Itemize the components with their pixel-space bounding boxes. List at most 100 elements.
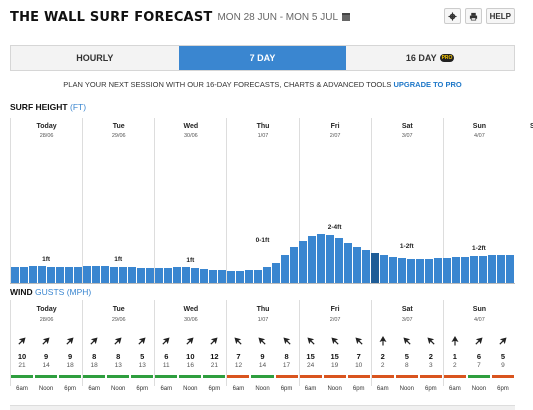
- wind-slot[interactable]: 10 21: [10, 300, 34, 386]
- surf-bar[interactable]: [479, 255, 488, 284]
- surf-bar[interactable]: [389, 256, 398, 284]
- surf-bar[interactable]: [46, 266, 55, 284]
- tab-7-day[interactable]: 7 DAY: [178, 46, 347, 70]
- surf-bar[interactable]: [407, 258, 416, 284]
- surf-bar[interactable]: [154, 268, 163, 284]
- surf-bar[interactable]: [344, 243, 353, 284]
- surf-bar[interactable]: [235, 270, 244, 284]
- surf-bar[interactable]: [434, 258, 443, 284]
- wind-slot[interactable]: 7 12: [226, 300, 250, 386]
- surf-day-column[interactable]: Fri 2/07: [298, 118, 371, 284]
- surf-bar[interactable]: [335, 238, 344, 284]
- wind-slot[interactable]: 7 10: [347, 300, 371, 386]
- day-name: Sat: [401, 123, 413, 130]
- wind-slot[interactable]: 6 11: [154, 300, 178, 386]
- surf-bar[interactable]: [308, 236, 317, 284]
- surf-bar[interactable]: [199, 268, 208, 284]
- surf-bar[interactable]: [91, 265, 100, 284]
- wind-slot[interactable]: 9 14: [250, 300, 274, 386]
- surf-bar[interactable]: [353, 247, 362, 284]
- upgrade-link[interactable]: UPGRADE TO PRO: [393, 80, 462, 89]
- surf-bar[interactable]: [272, 262, 281, 284]
- time-label: 6am: [232, 386, 245, 392]
- wind-rating-bar: [371, 375, 394, 378]
- tab-16-day[interactable]: 16 DAY PRO: [346, 46, 515, 70]
- surf-bar[interactable]: [362, 249, 371, 284]
- settings-button[interactable]: [443, 8, 461, 24]
- surf-bar[interactable]: [425, 258, 434, 284]
- surf-bar[interactable]: [497, 255, 506, 284]
- surf-bar[interactable]: [416, 258, 425, 284]
- wind-direction-arrow-icon: [114, 337, 122, 345]
- surf-bar[interactable]: [172, 267, 181, 284]
- wind-slot[interactable]: 10 16: [178, 300, 202, 386]
- surf-bar[interactable]: [55, 267, 64, 284]
- surf-bar[interactable]: [208, 269, 217, 284]
- surf-day-column[interactable]: Wed 30/06: [154, 118, 226, 284]
- surf-bar[interactable]: [181, 266, 190, 284]
- wind-slot[interactable]: 9 14: [34, 300, 58, 386]
- calendar-icon[interactable]: [342, 13, 351, 21]
- surf-bar[interactable]: [226, 270, 235, 284]
- wind-slot[interactable]: 8 18: [82, 300, 106, 386]
- surf-day-column[interactable]: Sun 4/07: [442, 118, 515, 284]
- surf-bar[interactable]: [470, 256, 479, 284]
- surf-bar[interactable]: [244, 270, 253, 284]
- surf-bar[interactable]: [281, 255, 290, 284]
- surf-bar[interactable]: [263, 266, 272, 284]
- surf-day-column[interactable]: Thu 1/07: [226, 118, 298, 284]
- help-button[interactable]: HELP: [485, 8, 515, 24]
- surf-bar[interactable]: [109, 266, 118, 284]
- surf-bar[interactable]: [64, 267, 73, 284]
- surf-bar[interactable]: [217, 270, 226, 284]
- surf-bar[interactable]: [380, 255, 389, 284]
- tab-hourly[interactable]: HOURLY: [11, 46, 179, 70]
- surf-bar[interactable]: [488, 255, 497, 284]
- surf-bar[interactable]: [452, 257, 461, 284]
- surf-bar[interactable]: [443, 257, 452, 284]
- surf-day-column[interactable]: Tue 29/06: [82, 118, 154, 284]
- surf-bar[interactable]: [100, 266, 109, 284]
- wind-slot[interactable]: 15 19: [323, 300, 347, 386]
- wind-slot[interactable]: 5 13: [130, 300, 154, 386]
- surf-bar[interactable]: [398, 257, 407, 284]
- surf-bar[interactable]: [506, 254, 515, 284]
- wind-slot[interactable]: 15 24: [299, 300, 323, 386]
- surf-day-column[interactable]: Sat 3/07: [370, 118, 443, 284]
- wind-direction-arrow-icon: [18, 337, 26, 345]
- print-button[interactable]: [464, 8, 482, 24]
- surf-bar[interactable]: [461, 256, 470, 284]
- wind-slot[interactable]: 8 17: [275, 300, 299, 386]
- surf-bar[interactable]: [37, 266, 46, 284]
- surf-bar[interactable]: [145, 268, 154, 284]
- surf-bar[interactable]: [299, 241, 308, 284]
- surf-bar[interactable]: [28, 266, 37, 284]
- surf-day-column[interactable]: Today 28/06: [10, 118, 82, 284]
- wind-label: WIND: [10, 287, 33, 297]
- surf-bar[interactable]: [136, 267, 145, 284]
- wind-slot[interactable]: 9 18: [58, 300, 82, 386]
- wind-slot[interactable]: 12 21: [202, 300, 226, 386]
- surf-bar[interactable]: [317, 233, 326, 284]
- surf-bar[interactable]: [73, 266, 82, 284]
- wind-direction-arrow-icon: [427, 337, 435, 345]
- surf-bar[interactable]: [190, 267, 199, 284]
- surf-bar[interactable]: [118, 267, 127, 284]
- wind-slot[interactable]: 8 13: [106, 300, 130, 386]
- surf-bar[interactable]: [10, 266, 19, 284]
- surf-bar[interactable]: [326, 234, 335, 284]
- surf-bar[interactable]: [253, 269, 262, 284]
- surf-bar[interactable]: [127, 267, 136, 284]
- surf-bar[interactable]: [19, 266, 28, 284]
- surf-bar[interactable]: [371, 252, 380, 284]
- surf-bar[interactable]: [82, 266, 91, 284]
- surf-bar[interactable]: [290, 247, 299, 284]
- surf-bar[interactable]: [163, 267, 172, 284]
- next-section-divider: [10, 405, 515, 410]
